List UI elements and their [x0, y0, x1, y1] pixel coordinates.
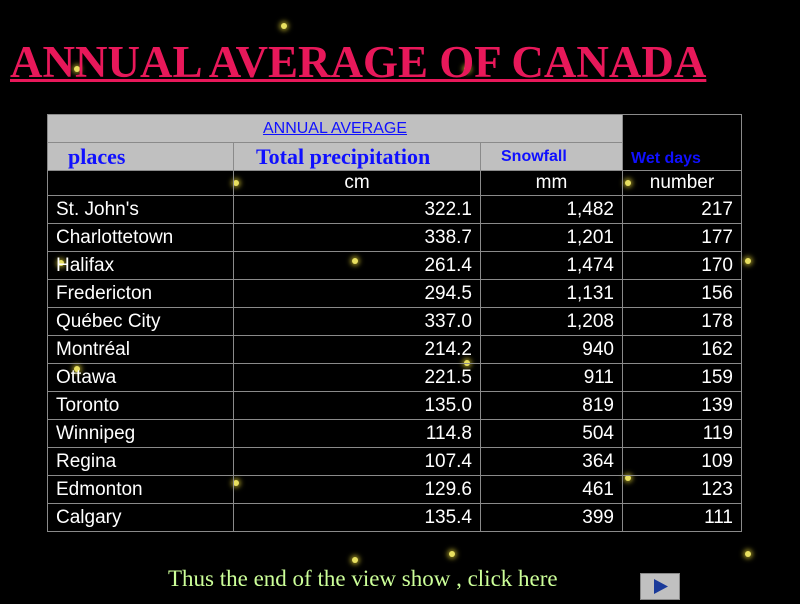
value-cell: 322.1: [233, 195, 481, 224]
header-row: places Total precipitation Snowfall: [47, 142, 742, 171]
value-cell: 111: [622, 503, 742, 532]
place-cell: Halifax: [47, 251, 234, 280]
triangle: [654, 579, 668, 594]
value-cell: 139: [622, 391, 742, 420]
slide-title: ANNUAL AVERAGE OF CANADA: [10, 37, 707, 87]
unit-cell: cm: [233, 170, 481, 196]
value-cell: 119: [622, 419, 742, 448]
value-cell: 135.0: [233, 391, 481, 420]
play-icon: [654, 579, 668, 594]
value-cell: 177: [622, 223, 742, 252]
column-header: Wet days: [622, 114, 742, 171]
place-cell: Ottawa: [47, 363, 234, 392]
column-header: places: [47, 142, 234, 171]
place-cell: Fredericton: [47, 279, 234, 308]
unit-cell: number: [622, 170, 742, 196]
value-cell: 294.5: [233, 279, 481, 308]
table-row: Ottawa 221.5 911 159: [47, 363, 742, 392]
table-row: Fredericton 294.5 1,131 156: [47, 279, 742, 308]
value-cell: 504: [480, 419, 623, 448]
table-row: Calgary 135.4 399 111: [47, 503, 742, 532]
table-row: Halifax 261.4 1,474 170: [47, 251, 742, 280]
value-cell: 159: [622, 363, 742, 392]
value-cell: 337.0: [233, 307, 481, 336]
value-cell: 1,208: [480, 307, 623, 336]
place-cell: Charlottetown: [47, 223, 234, 252]
table-row: Winnipeg 114.8 504 119: [47, 419, 742, 448]
value-cell: 399: [480, 503, 623, 532]
value-cell: 170: [622, 251, 742, 280]
units-row: cm mm number: [47, 170, 742, 196]
data-table: ANNUAL AVERAGE Wet days places Total pre…: [47, 114, 742, 532]
place-cell: Edmonton: [47, 475, 234, 504]
sparkle: [281, 23, 287, 29]
value-cell: 109: [622, 447, 742, 476]
value-cell: 338.7: [233, 223, 481, 252]
value-cell: 162: [622, 335, 742, 364]
place-cell: St. John's: [47, 195, 234, 224]
value-cell: 214.2: [233, 335, 481, 364]
value-cell: 129.6: [233, 475, 481, 504]
table-row: Edmonton 129.6 461 123: [47, 475, 742, 504]
table-row: Québec City 337.0 1,208 178: [47, 307, 742, 336]
place-cell: Toronto: [47, 391, 234, 420]
sparkle: [449, 551, 455, 557]
value-cell: 1,474: [480, 251, 623, 280]
sparkle: [352, 557, 358, 563]
value-cell: 940: [480, 335, 623, 364]
value-cell: 217: [622, 195, 742, 224]
value-cell: 1,482: [480, 195, 623, 224]
value-cell: 221.5: [233, 363, 481, 392]
column-header: Snowfall: [480, 142, 623, 171]
footer-text: Thus the end of the view show , click he…: [168, 566, 558, 591]
value-cell: 178: [622, 307, 742, 336]
value-cell: 156: [622, 279, 742, 308]
value-cell: 364: [480, 447, 623, 476]
place-cell: Winnipeg: [47, 419, 234, 448]
place-cell: Montréal: [47, 335, 234, 364]
table-row: St. John's 322.1 1,482 217: [47, 195, 742, 224]
value-cell: 819: [480, 391, 623, 420]
value-cell: 261.4: [233, 251, 481, 280]
value-cell: 1,131: [480, 279, 623, 308]
place-cell: Calgary: [47, 503, 234, 532]
table-row: Regina 107.4 364 109: [47, 447, 742, 476]
value-cell: 114.8: [233, 419, 481, 448]
table-row: Charlottetown 338.7 1,201 177: [47, 223, 742, 252]
next-button[interactable]: [640, 573, 680, 600]
value-cell: 135.4: [233, 503, 481, 532]
value-cell: 461: [480, 475, 623, 504]
group-header: ANNUAL AVERAGE: [47, 114, 623, 143]
value-cell: 911: [480, 363, 623, 392]
sparkle: [74, 66, 80, 72]
sparkle: [464, 66, 470, 72]
value-cell: 123: [622, 475, 742, 504]
sparkle: [745, 258, 751, 264]
sparkle: [745, 551, 751, 557]
value-cell: 107.4: [233, 447, 481, 476]
place-cell: Regina: [47, 447, 234, 476]
table-row: Montréal 214.2 940 162: [47, 335, 742, 364]
unit-cell: mm: [480, 170, 623, 196]
table-row: Toronto 135.0 819 139: [47, 391, 742, 420]
header-row: ANNUAL AVERAGE Wet days: [47, 114, 742, 171]
place-cell: Québec City: [47, 307, 234, 336]
value-cell: 1,201: [480, 223, 623, 252]
column-header: Total precipitation: [233, 142, 481, 171]
empty-cell: [47, 170, 234, 196]
